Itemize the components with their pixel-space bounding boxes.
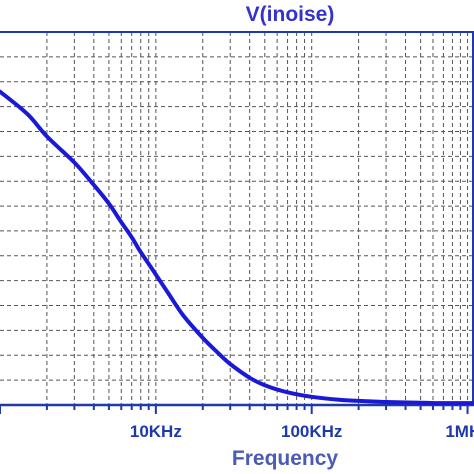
series-line-0 — [0, 89, 474, 406]
x-tick-label-2: 1MHz — [445, 422, 474, 441]
chart-title: V(inoise) — [246, 3, 335, 26]
tick-labels: 10KHz 100KHz 1MHz — [130, 422, 474, 441]
x-tick-label-1: 100KHz — [281, 422, 342, 441]
grid — [0, 32, 474, 405]
series-layer — [0, 89, 474, 406]
axes — [0, 31, 474, 414]
x-tick-label-0: 10KHz — [130, 422, 182, 441]
x-axis-label: Frequency — [232, 447, 339, 470]
